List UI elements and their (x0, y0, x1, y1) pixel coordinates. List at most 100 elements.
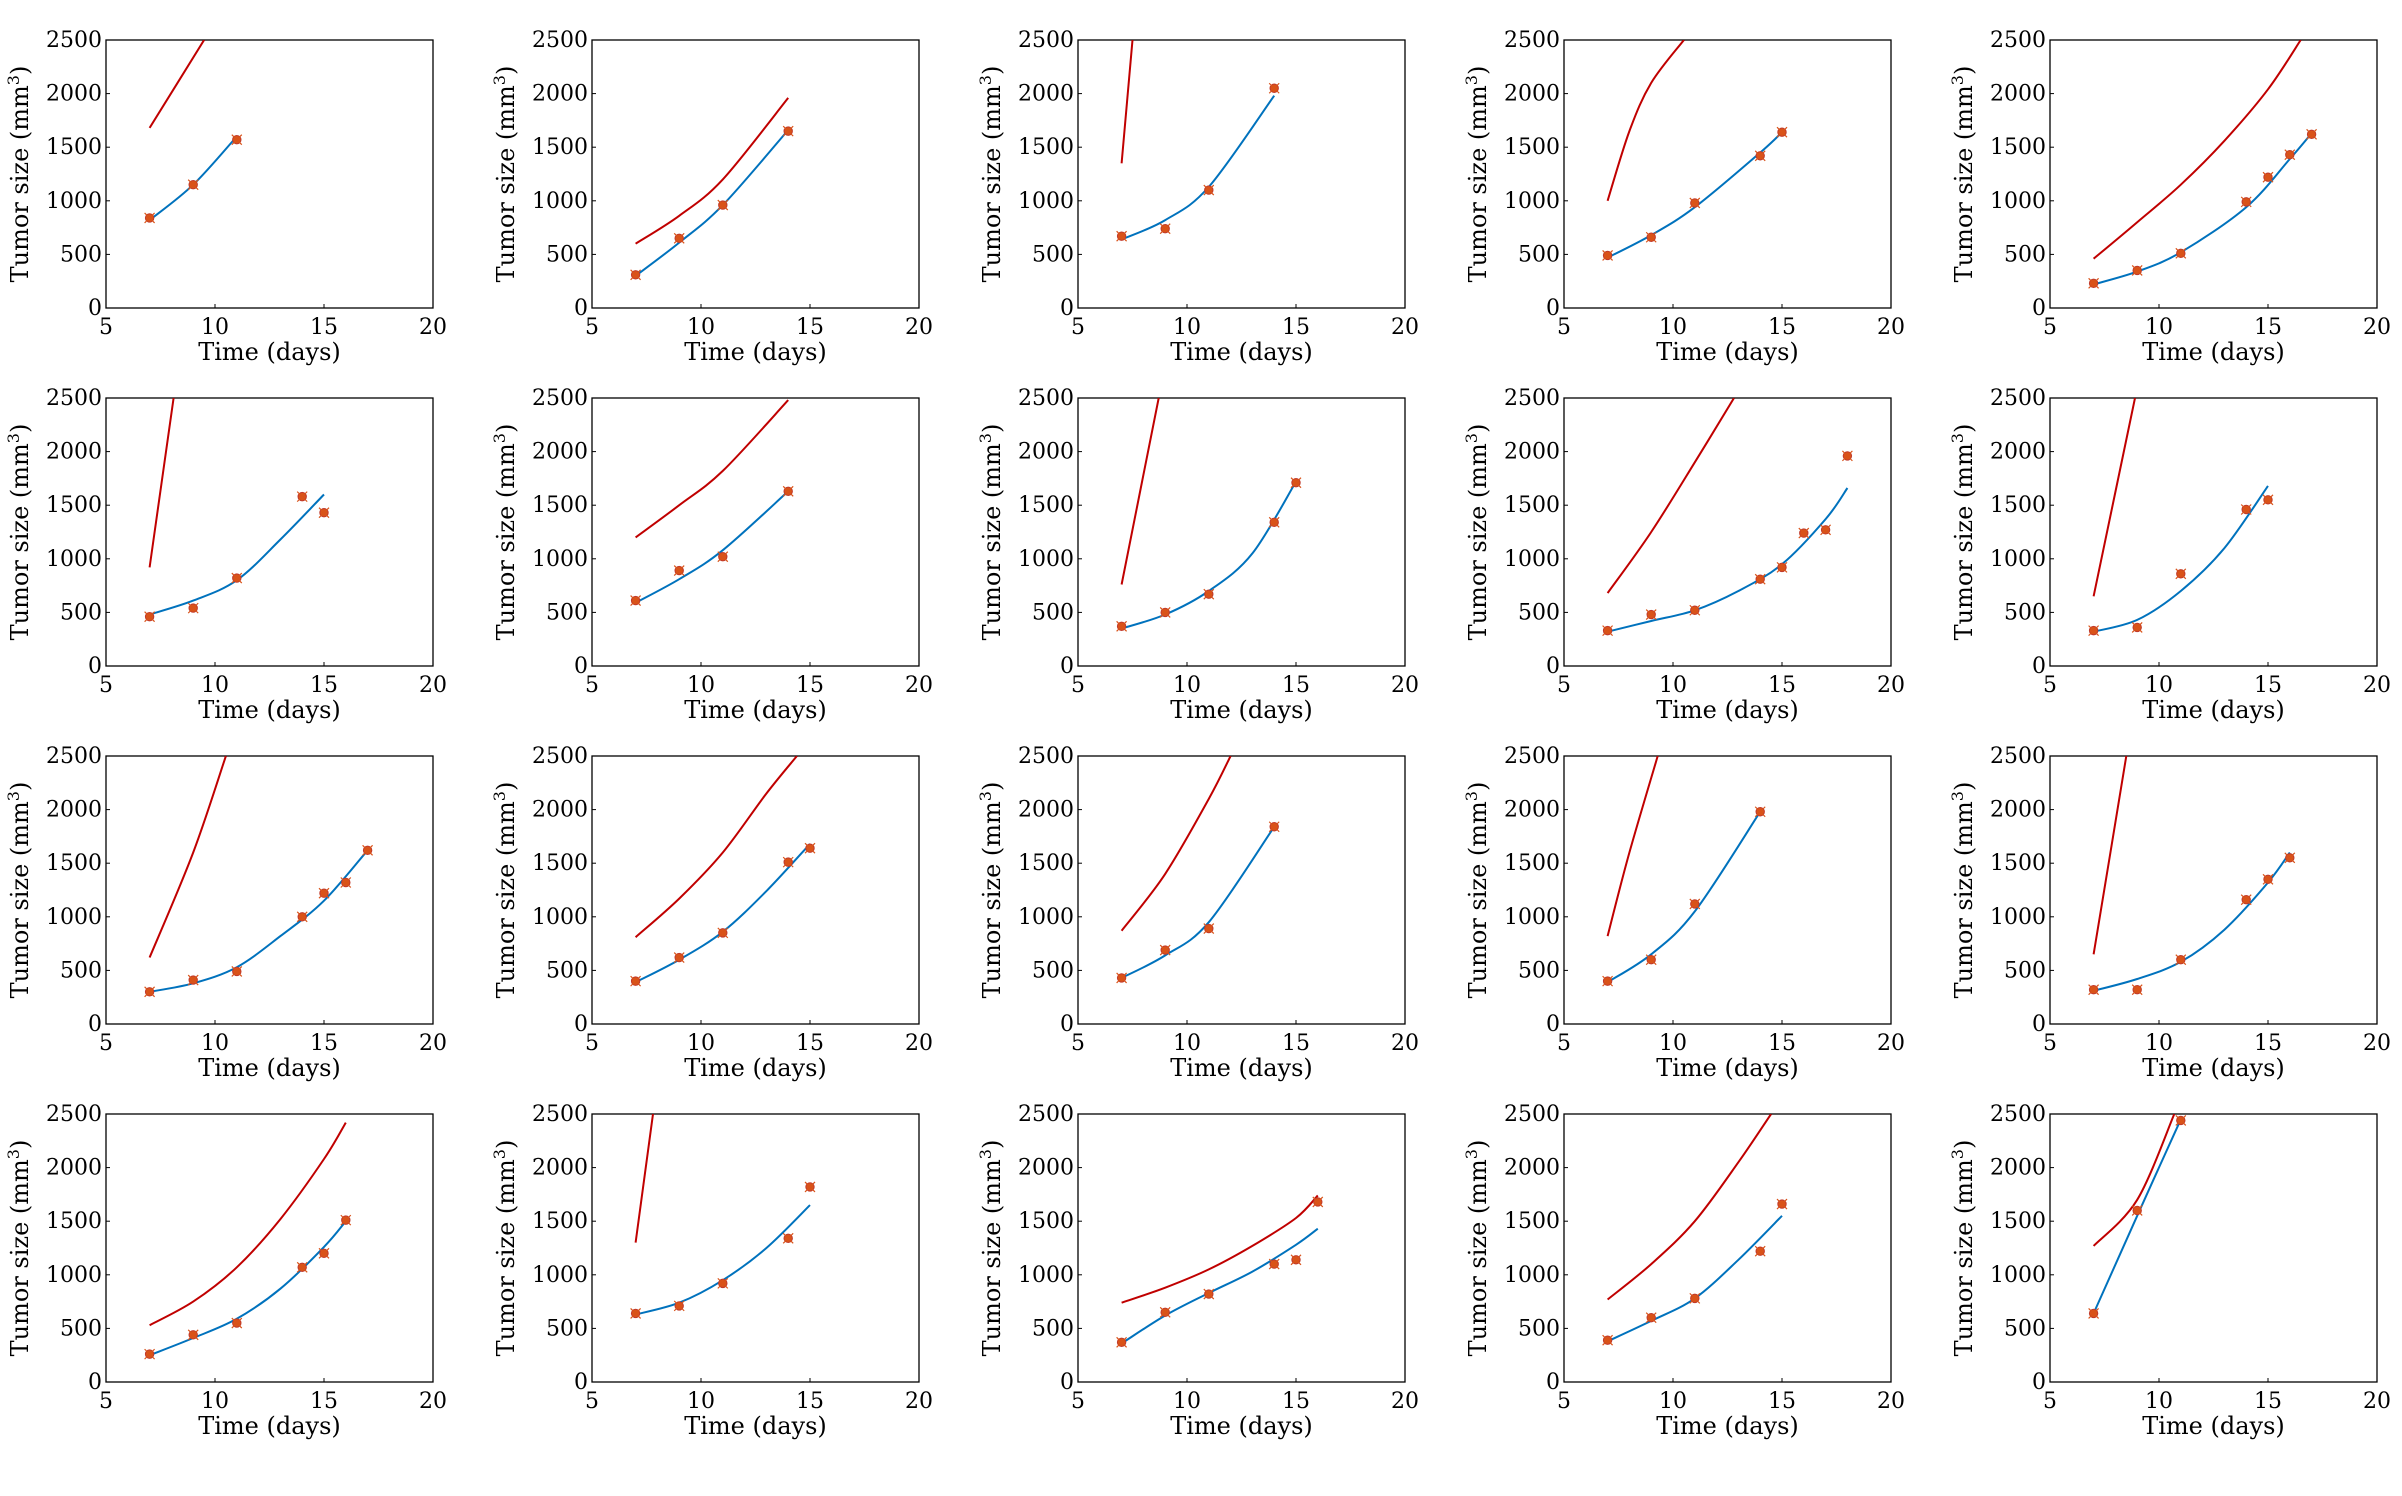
measured-point (1754, 573, 1766, 585)
measured-point-cross (2175, 247, 2187, 259)
measured-point-cross (630, 975, 642, 987)
measured-point-cross (1689, 604, 1701, 616)
subplot-8: 5 10 15 20 0 500 1000 1500 2000 2500 Time (days) Tu… (976, 386, 1420, 724)
x-tick-label: 10 (1173, 1389, 1201, 1414)
measured-point (2175, 1115, 2187, 1126)
x-tick-label: 15 (796, 315, 824, 340)
measured-point (1689, 1292, 1701, 1304)
x-axis-label: Time (days) (1170, 1054, 1313, 1082)
x-tick-label: 10 (687, 1389, 715, 1414)
x-tick-label: 5 (1071, 673, 1085, 698)
y-tick-label: 0 (1546, 1012, 1560, 1037)
x-tick-label: 5 (2043, 315, 2057, 340)
x-tick-label: 15 (1282, 315, 1310, 340)
y-tick-label: 2500 (532, 386, 588, 411)
x-tick-label: 5 (1071, 1389, 1085, 1414)
x-tick-label: 20 (419, 1031, 447, 1056)
y-tick-label: 1500 (1990, 493, 2046, 518)
measured-point (187, 974, 199, 986)
x-tick-label: 20 (1391, 1031, 1419, 1056)
measured-point-cross (2131, 621, 2143, 633)
y-tick-label: 0 (1546, 1370, 1560, 1395)
measured-point-cross (296, 911, 308, 923)
measured-point (673, 1300, 685, 1312)
measured-point (2262, 171, 2274, 183)
measured-point-cross (2088, 984, 2100, 996)
fit-curve (634, 129, 789, 277)
measured-point-cross (1645, 231, 1657, 243)
x-tick-label: 15 (1768, 1389, 1796, 1414)
plot-area (144, 40, 243, 224)
y-tick-label: 500 (1032, 242, 1074, 267)
x-tick-label: 15 (310, 1031, 338, 1056)
measured-point-cross (782, 485, 794, 497)
measured-point-cross (187, 1329, 199, 1341)
measured-point (2131, 1205, 2143, 1216)
x-tick-label: 10 (1659, 673, 1687, 698)
x-tick-label: 5 (1557, 673, 1571, 698)
measured-point-cross (340, 877, 352, 888)
measured-point (231, 134, 243, 146)
y-tick-label: 2500 (46, 386, 102, 411)
measured-point (630, 975, 642, 987)
x-tick-label: 20 (1877, 673, 1905, 698)
measured-point (1602, 1334, 1614, 1346)
measured-point-cross (187, 974, 199, 986)
axes-box (105, 397, 434, 667)
measured-point-cross (1290, 1254, 1302, 1266)
plot-area (1602, 1114, 1788, 1346)
prediction-curve (635, 97, 789, 245)
y-tick-label: 500 (546, 958, 588, 983)
measured-point-cross (318, 887, 330, 899)
x-axis-label: Time (days) (2142, 1412, 2285, 1440)
x-tick-label: 10 (1173, 315, 1201, 340)
measured-point-cross (1689, 898, 1701, 910)
measured-point-cross (2131, 984, 2143, 996)
measured-point (1268, 516, 1280, 528)
measured-point-cross (1602, 250, 1614, 261)
measured-point-cross (1159, 1306, 1171, 1318)
fit-curve (635, 490, 789, 604)
y-tick-label: 500 (1032, 958, 1074, 983)
measured-point (2306, 128, 2318, 140)
measured-point-cross (1116, 1336, 1128, 1348)
y-axis-label: Tumor size (mm3) (976, 66, 1007, 283)
measured-point (1116, 620, 1128, 632)
y-axis-label: Tumor size (mm3) (490, 66, 521, 283)
axes-box (591, 755, 920, 1025)
y-tick-label: 1500 (1018, 851, 1074, 876)
measured-point (1290, 1254, 1302, 1266)
y-tick-label: 2500 (1990, 386, 2046, 411)
measured-point (296, 1261, 308, 1273)
x-axis-label: Time (days) (2142, 1054, 2285, 1082)
y-axis-label: Tumor size (mm3) (976, 424, 1007, 641)
measured-point-cross (2175, 954, 2187, 966)
y-axis-label: Tumor size (mm3) (1462, 1140, 1493, 1357)
x-tick-label: 15 (1768, 673, 1796, 698)
y-tick-label: 0 (574, 1370, 588, 1395)
measured-point-cross (1116, 230, 1128, 242)
fit-curve (1607, 487, 1849, 633)
measured-point (144, 1348, 156, 1360)
measured-point-cross (144, 611, 156, 623)
measured-point-cross (1290, 477, 1302, 489)
measured-point-cross (296, 491, 308, 503)
y-tick-label: 500 (1032, 600, 1074, 625)
measured-point (2175, 568, 2187, 580)
y-tick-label: 2000 (1504, 82, 1560, 107)
measured-point (187, 1329, 199, 1341)
x-tick-label: 5 (1071, 315, 1085, 340)
y-tick-label: 2000 (46, 82, 102, 107)
plot-area (630, 756, 816, 987)
y-tick-label: 2500 (1990, 744, 2046, 769)
y-axis-label: Tumor size (mm3) (4, 782, 35, 999)
x-tick-label: 20 (905, 1031, 933, 1056)
measured-point-cross (2175, 568, 2187, 580)
y-tick-label: 2500 (1504, 28, 1560, 53)
y-tick-label: 1500 (1990, 851, 2046, 876)
y-tick-label: 1000 (46, 547, 102, 572)
subplot-2: 5 10 15 20 0 500 1000 1500 2000 2500 Time (days) Tu… (490, 28, 934, 366)
plot-area (630, 399, 794, 607)
measured-point (296, 491, 308, 503)
y-tick-label: 1000 (1018, 189, 1074, 214)
